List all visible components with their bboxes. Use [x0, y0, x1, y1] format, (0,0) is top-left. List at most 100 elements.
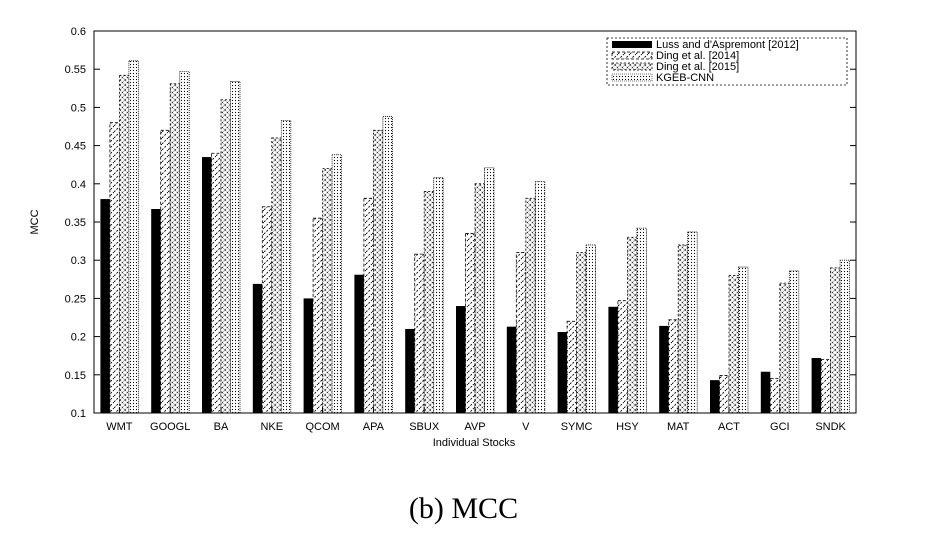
- legend-swatch-series-3: [611, 62, 653, 71]
- bar-nke-series-2: [261, 206, 273, 414]
- x-axis-label: Individual Stocks: [433, 437, 516, 449]
- bar-googl-series-1: [151, 209, 161, 413]
- bar-gci-series-3: [779, 282, 790, 414]
- bar-wmt-series-2: [109, 122, 120, 414]
- bar-sndk-series-3: [830, 267, 841, 414]
- bar-qcom-series-1: [303, 298, 314, 413]
- x-tick-label: BA: [214, 421, 229, 433]
- legend-label-series-2: Ding et al. [2014]: [656, 50, 739, 62]
- bar-hsy-series-2: [617, 300, 628, 414]
- y-tick-label: 0.45: [65, 141, 86, 153]
- bar-symc-series-1: [557, 332, 568, 413]
- bar-wmt-series-4: [128, 60, 139, 414]
- y-tick-label: 0.25: [65, 293, 86, 305]
- bar-sbux-series-4: [433, 177, 444, 414]
- x-tick-label: ACT: [718, 421, 740, 433]
- bar-gci-series-1: [760, 371, 771, 413]
- x-tick-label: MAT: [667, 421, 690, 433]
- bar-nke-series-3: [271, 137, 282, 414]
- bar-avp-series-4: [484, 167, 495, 414]
- bar-sbux-series-3: [423, 191, 435, 414]
- x-tick-label: V: [522, 421, 530, 433]
- bar-nke-series-1: [252, 283, 263, 413]
- bar-qcom-series-4: [331, 154, 343, 414]
- bar-act-series-3: [728, 275, 739, 414]
- bar-sbux-series-2: [414, 253, 425, 414]
- bar-ba-series-1: [202, 157, 212, 413]
- legend-swatch-series-4: [611, 73, 653, 82]
- bar-wmt-series-1: [100, 199, 110, 413]
- bar-v-series-3: [525, 197, 536, 414]
- bar-mat-series-4: [687, 231, 698, 414]
- y-tick-label: 0.35: [65, 217, 86, 229]
- x-tick-label: GCI: [770, 421, 790, 433]
- bar-apa-series-1: [354, 274, 364, 413]
- bar-googl-series-4: [179, 71, 190, 414]
- bar-act-series-1: [710, 380, 720, 413]
- bar-gci-series-2: [769, 378, 781, 414]
- legend-label-series-1: Luss and d'Aspremont [2012]: [656, 39, 799, 51]
- bar-v-series-4: [534, 181, 546, 414]
- bar-nke-series-4: [280, 119, 292, 414]
- x-tick-label: AVP: [464, 421, 485, 433]
- legend-swatch-series-1: [612, 41, 652, 48]
- bar-sndk-series-2: [820, 359, 831, 414]
- bar-googl-series-2: [160, 129, 171, 414]
- legend-label-series-4: KGEB-CNN: [656, 72, 714, 84]
- bar-avp-series-1: [456, 306, 466, 413]
- mcc-bar-chart: 0.1 0.15 0.2 0.25 0.3 0.35 0.4 0.45 0.5 0.55 0.6 W…: [29, 26, 857, 449]
- bar-sbux-series-1: [405, 328, 415, 413]
- bar-apa-series-3: [372, 129, 384, 414]
- y-tick-label: 0.3: [71, 255, 86, 267]
- x-tick-label: QCOM: [305, 421, 339, 433]
- bar-wmt-series-3: [119, 74, 130, 414]
- bar-symc-series-3: [576, 252, 587, 414]
- y-tick-label: 0.5: [71, 102, 86, 114]
- plot-frame: [93, 30, 857, 414]
- figure-caption: (b) MCC: [408, 492, 519, 525]
- bar-qcom-series-3: [322, 168, 333, 414]
- bar-apa-series-2: [363, 197, 374, 414]
- y-tick-label: 0.1: [71, 408, 86, 420]
- y-tick-label: 0.6: [71, 26, 86, 38]
- x-tick-label: SYMC: [561, 421, 593, 433]
- bar-apa-series-4: [382, 116, 393, 414]
- y-tick-label: 0.55: [65, 64, 86, 76]
- bar-qcom-series-2: [312, 217, 324, 414]
- bar-mat-series-3: [677, 244, 689, 414]
- y-axis-label: MCC: [29, 209, 41, 234]
- x-tick-label: HSY: [616, 421, 639, 433]
- legend-label-series-3: Ding et al. [2015]: [656, 61, 739, 73]
- bar-mat-series-1: [659, 325, 669, 413]
- bar-symc-series-2: [566, 320, 577, 414]
- bar-googl-series-3: [169, 83, 181, 414]
- bars: [100, 60, 850, 414]
- y-tick-label: 0.4: [71, 179, 86, 191]
- bar-ba-series-4: [230, 81, 241, 414]
- bar-symc-series-4: [585, 244, 596, 414]
- x-tick-label: APA: [363, 421, 385, 433]
- bar-sndk-series-4: [839, 259, 850, 414]
- bar-mat-series-2: [668, 319, 679, 414]
- bar-sndk-series-1: [811, 357, 822, 413]
- y-axis-ticks: 0.1 0.15 0.2 0.25 0.3 0.35 0.4 0.45 0.5 0.55 0.6: [65, 26, 856, 420]
- y-tick-label: 0.2: [71, 332, 86, 344]
- bar-v-series-2: [515, 252, 527, 414]
- bar-gci-series-4: [788, 270, 800, 414]
- legend-swatch-series-2: [611, 51, 653, 60]
- x-tick-label: GOOGL: [150, 421, 190, 433]
- bar-hsy-series-1: [608, 306, 618, 413]
- legend: Luss and d'Aspremont [2012] Ding et al. …: [606, 37, 848, 86]
- x-tick-label: SBUX: [409, 421, 440, 433]
- x-axis-ticks: WMT GOOGL BA NKE QCOM APA SBUX AVP V SYMC HSY MAT AC…: [106, 407, 847, 433]
- x-tick-label: WMT: [106, 421, 133, 433]
- x-tick-label: SNDK: [815, 421, 846, 433]
- bar-ba-series-3: [220, 99, 231, 414]
- bar-hsy-series-3: [627, 236, 638, 414]
- bar-hsy-series-4: [636, 227, 647, 414]
- bar-avp-series-2: [465, 233, 476, 414]
- bar-act-series-4: [738, 266, 749, 414]
- bar-ba-series-2: [211, 152, 222, 414]
- bar-v-series-1: [506, 326, 517, 413]
- x-tick-label: NKE: [260, 421, 283, 433]
